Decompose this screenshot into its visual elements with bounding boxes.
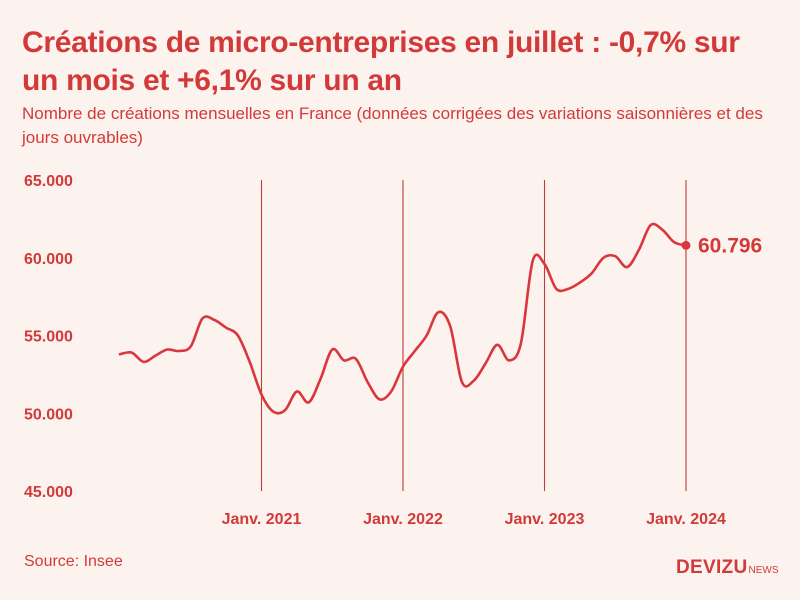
y-tick-label: 50.000: [24, 406, 73, 423]
chart-subtitle: Nombre de créations mensuelles en France…: [22, 104, 763, 147]
source-note: Source: Insee: [24, 553, 123, 570]
vertical-gridlines: [260, 180, 687, 491]
last-value-label: 60.796: [698, 234, 762, 257]
y-tick-label: 55.000: [24, 329, 73, 346]
last-data-point: [681, 240, 691, 250]
y-tick-label: 45.000: [24, 484, 73, 501]
x-tick-label: Janv. 2024: [646, 511, 726, 528]
x-tick-label: Janv. 2023: [505, 511, 585, 528]
y-tick-label: 65.000: [24, 173, 73, 190]
chart-title: Créations de micro-entreprises en juille…: [22, 26, 740, 97]
logo-suffix: NEWS: [748, 565, 779, 576]
x-axis-tick-labels: Janv. 2021 Janv. 2022 Janv. 2023 Janv. 2024: [222, 511, 726, 528]
y-tick-label: 60.000: [24, 251, 73, 268]
series-line: [118, 222, 688, 415]
logo-wordmark: DEVIZU: [676, 557, 748, 578]
brand-logo: DEVIZU NEWS: [676, 557, 778, 579]
x-tick-label: Janv. 2022: [363, 511, 443, 528]
y-axis-tick-labels: 45.000 50.000 55.000 60.000 65.000: [24, 173, 73, 501]
x-tick-label: Janv. 2021: [222, 511, 302, 528]
